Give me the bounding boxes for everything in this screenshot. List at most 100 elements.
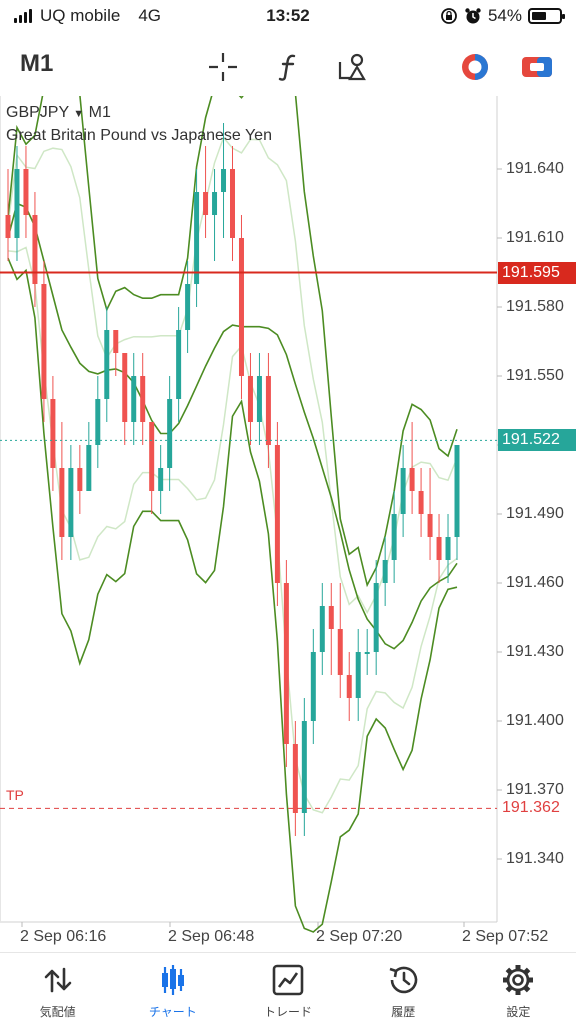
candle (418, 468, 424, 537)
candle-body (149, 422, 155, 491)
time-axis-label: 2 Sep 06:16 (20, 928, 107, 945)
candle (212, 169, 218, 261)
candle (265, 353, 271, 468)
candle (77, 445, 83, 514)
candle (445, 514, 451, 583)
candle-body (5, 215, 11, 238)
nav-chart[interactable]: チャート (115, 953, 230, 1025)
candle (68, 445, 74, 560)
candle (337, 583, 343, 698)
candle (328, 583, 334, 675)
candle (140, 353, 146, 445)
candle-body (131, 376, 137, 422)
candle-body (454, 445, 460, 537)
candle-body (140, 376, 146, 422)
candle-body (364, 652, 370, 654)
chart-symbol[interactable]: GBPJPY ▼ M1 (6, 104, 111, 122)
bottom-navigation: 気配値 チャート トレード 履歴 設定 (0, 952, 576, 1025)
alert-price-tag: 191.595 (498, 261, 576, 284)
symbol-timeframe: M1 (88, 104, 111, 121)
candle-body (14, 169, 20, 238)
timeframe-button[interactable]: M1 (20, 50, 54, 77)
one-click-trading-icon[interactable] (458, 50, 492, 84)
nav-settings[interactable]: 設定 (461, 953, 576, 1025)
nav-trade[interactable]: トレード (230, 953, 345, 1025)
battery-percent: 54% (487, 6, 522, 25)
candle-body (400, 468, 406, 514)
candle (238, 215, 244, 399)
crosshair-icon[interactable] (206, 50, 240, 84)
price-axis-label: 191.580 (506, 298, 564, 315)
candle-body (274, 445, 280, 583)
candle-body (59, 468, 65, 537)
candle (104, 307, 110, 422)
network-type: 4G (138, 6, 161, 25)
candle (221, 123, 227, 238)
candle (167, 376, 173, 491)
candlestick-chart-icon (161, 965, 184, 995)
nav-history[interactable]: 履歴 (346, 953, 461, 1025)
candle (310, 629, 316, 744)
candle (230, 146, 235, 261)
candle-body (104, 330, 110, 399)
candle (409, 422, 415, 514)
history-clock-icon (389, 966, 418, 994)
candle (185, 261, 191, 353)
candle-body (265, 376, 271, 445)
clock: 13:52 (266, 6, 310, 25)
price-axis-label: 191.640 (506, 160, 564, 177)
candle-body (328, 606, 334, 629)
quotes-arrows-icon (44, 967, 71, 993)
candle-body (68, 468, 74, 537)
price-axis-label: 191.370 (506, 781, 564, 798)
candle (41, 261, 47, 422)
band-upper-line (7, 96, 458, 588)
candle (382, 537, 388, 606)
rotation-lock-icon (441, 8, 457, 24)
candle (283, 560, 289, 767)
candle-body (122, 353, 128, 422)
candle (364, 629, 370, 675)
candle-body (23, 169, 29, 215)
band-lower-line (7, 257, 458, 933)
candle-body (319, 606, 325, 652)
candle-body (86, 445, 92, 491)
status-bar: UQ mobile 4G 13:52 54% (0, 0, 576, 34)
dropdown-caret-icon: ▼ (73, 108, 85, 120)
nav-quotes[interactable]: 気配値 (0, 953, 115, 1025)
candle-body (445, 537, 451, 560)
chart-toolbar: M1 (0, 34, 576, 96)
candle (346, 652, 352, 721)
candle (454, 445, 460, 560)
candle (400, 445, 406, 537)
nav-history-label: 履歴 (391, 1005, 416, 1019)
nav-quotes-label: 気配値 (39, 1005, 76, 1019)
candle (436, 514, 442, 583)
candle-body (221, 169, 227, 192)
nav-trade-label: トレード (264, 1005, 313, 1019)
objects-shapes-icon[interactable] (336, 50, 370, 84)
price-chart[interactable] (0, 96, 576, 1020)
candle-body (194, 192, 200, 284)
candle (247, 353, 253, 445)
price-axis-label: 191.550 (506, 367, 564, 384)
price-axis-label: 191.430 (506, 643, 564, 660)
new-order-icon[interactable] (520, 50, 554, 84)
current-price-tag: 191.522 (498, 429, 576, 452)
candle-body (113, 330, 119, 353)
candle (427, 468, 433, 560)
candle (122, 353, 128, 445)
candle (5, 169, 11, 261)
time-axis-label: 2 Sep 07:52 (462, 928, 549, 945)
candle (158, 445, 164, 514)
candle-body (50, 399, 56, 468)
candle-body (373, 583, 379, 652)
price-axis-label: 191.460 (506, 574, 564, 591)
candle-body (77, 468, 83, 491)
candle-body (301, 721, 307, 813)
candle (256, 353, 262, 445)
candle (50, 376, 56, 491)
candle (373, 560, 379, 675)
candle (86, 422, 92, 491)
indicators-function-icon[interactable] (272, 50, 306, 84)
